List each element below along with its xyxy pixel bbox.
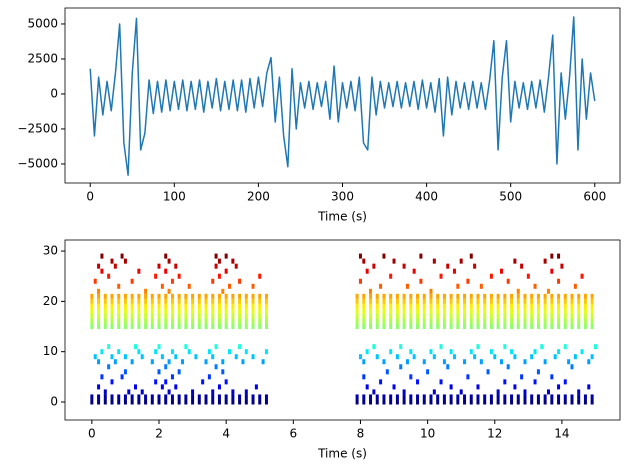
axes-frame: [64, 7, 621, 184]
x-axis-label: Time (s): [317, 210, 367, 224]
x-tick-label: 600: [583, 190, 606, 204]
x-tick-label: 300: [331, 190, 354, 204]
event-row: [97, 288, 550, 294]
event-row: [110, 379, 567, 385]
event-row: [90, 298, 594, 304]
x-tick-label: 100: [163, 190, 186, 204]
x-tick-label: 200: [247, 190, 270, 204]
x-axis-label: Time (s): [317, 447, 367, 461]
x-tick-label: 12: [487, 427, 502, 441]
event-row: [97, 384, 591, 390]
event-row: [90, 308, 594, 314]
event-row: [100, 374, 554, 380]
y-tick-label: 10: [43, 344, 58, 358]
y-tick-label: 30: [43, 244, 58, 258]
y-tick-label: −5000: [17, 156, 58, 170]
y-tick-label: 0: [50, 86, 58, 100]
event-row: [90, 318, 594, 325]
x-tick-label: 10: [420, 427, 435, 441]
axes-frame: [64, 239, 621, 421]
signal-line: [89, 16, 596, 176]
y-tick-label: 0: [50, 394, 58, 408]
event-row: [97, 359, 591, 365]
axes: 0 2 4 6 8 10 12 14 0 10 20 30 Time (s): [43, 239, 621, 461]
event-row: [90, 394, 594, 400]
event-row: [100, 253, 561, 259]
event-row: [90, 293, 594, 299]
x-tick-label: 0: [86, 190, 94, 204]
x-tick-label: 6: [289, 427, 297, 441]
event-row: [90, 303, 594, 309]
axes: 0 100 200 300 400 500 600 −5000 −2500 0 2500 5000 Ti…: [17, 7, 621, 224]
event-row: [90, 399, 594, 405]
x-tick-label: 500: [499, 190, 522, 204]
x-tick-label: 14: [554, 427, 569, 441]
y-tick-label: 20: [43, 294, 58, 308]
event-row: [107, 273, 584, 279]
y-tick-label: −2500: [17, 121, 58, 135]
x-tick-label: 0: [88, 427, 96, 441]
event-row: [123, 369, 540, 375]
event-row: [103, 389, 581, 395]
event-row: [107, 364, 574, 370]
event-row: [100, 349, 584, 355]
x-tick-label: 2: [155, 427, 163, 441]
x-tick-label: 8: [357, 427, 365, 441]
event-row: [90, 313, 594, 319]
event-row: [110, 258, 547, 264]
event-row: [97, 263, 564, 269]
y-tick-label: 2500: [27, 51, 58, 65]
plot-area: [90, 253, 597, 405]
event-row: [117, 283, 577, 289]
event-row: [100, 268, 554, 274]
x-tick-label: 4: [222, 427, 230, 441]
y-tick-label: 5000: [27, 16, 58, 30]
event-row: [107, 344, 597, 350]
event-row: [93, 278, 561, 284]
plot-area: [89, 16, 596, 176]
event-row: [90, 324, 594, 330]
event-row: [93, 354, 594, 360]
x-tick-label: 400: [415, 190, 438, 204]
